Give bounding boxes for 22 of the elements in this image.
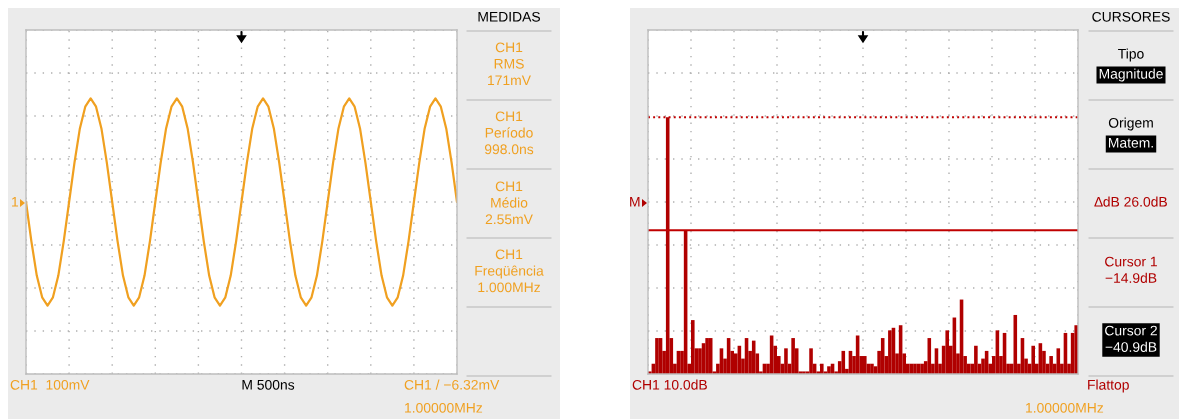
text: CH1 Médio 2.55mV xyxy=(485,181,533,225)
text: Origem xyxy=(1108,117,1153,131)
text: CH1 100mV xyxy=(10,379,90,390)
text: CH1 Freqüência 1.000MHz xyxy=(475,249,544,293)
text: Magnitude xyxy=(1099,68,1163,82)
text: Matem. xyxy=(1108,138,1153,148)
text: MEDIDAS xyxy=(478,11,540,22)
text: M 500ns xyxy=(242,379,295,390)
text: CH1 10.0dB xyxy=(632,379,707,390)
text: 1 xyxy=(12,197,19,207)
text: M xyxy=(630,197,640,207)
text: CURSORES xyxy=(1092,11,1170,22)
text: Cursor 1 −14.9dB xyxy=(1105,256,1157,283)
text: ∆dB 26.0dB xyxy=(1094,196,1167,207)
text: Flattop xyxy=(1088,379,1129,393)
text: CH1 RMS 171mV xyxy=(488,42,531,86)
text: CH1 Período 998.0ns xyxy=(484,111,534,155)
text: Cursor 2 −40.9dB xyxy=(1105,325,1157,352)
text: 1.00000MHz xyxy=(405,402,483,413)
text: 1.00000MHz xyxy=(1026,402,1104,413)
text: Tipo xyxy=(1118,48,1144,62)
text: CH1 / −6.32mV xyxy=(404,379,500,390)
